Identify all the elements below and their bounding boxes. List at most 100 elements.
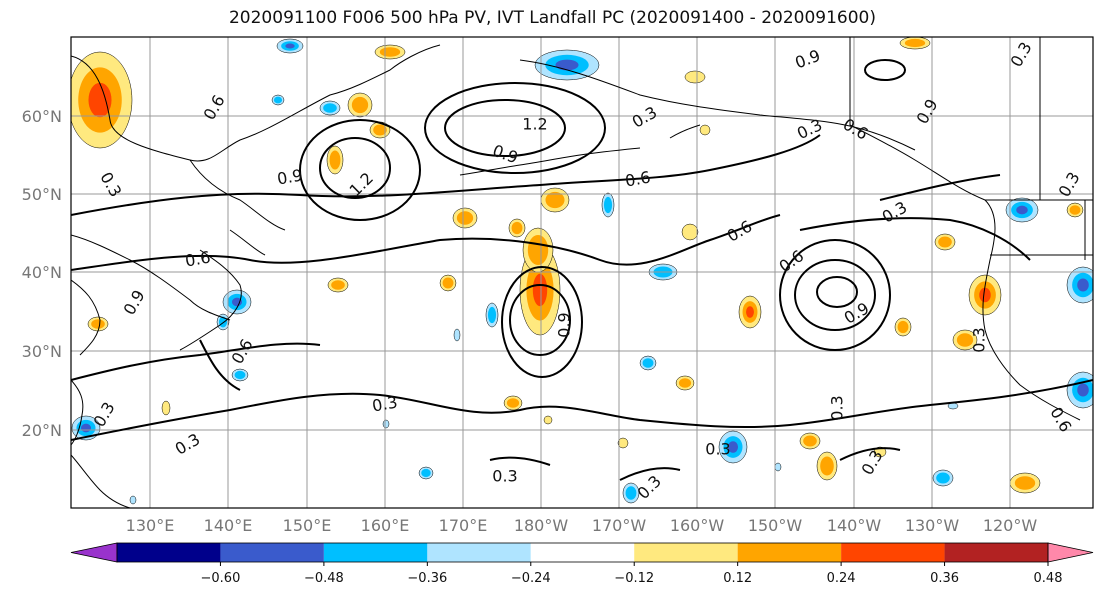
contour-label: 0.6 — [184, 247, 212, 270]
lon-tick-label: 130°E — [126, 516, 175, 535]
contour-label: 0.3 — [492, 467, 517, 486]
colorbar-tick-label: −0.60 — [201, 571, 241, 586]
colorbar-frame — [116, 542, 1049, 563]
lat-tick-label: 40°N — [22, 263, 62, 282]
negative-anomaly-shading — [603, 196, 613, 214]
negative-anomaly-shading — [727, 441, 739, 453]
positive-anomaly-shading — [897, 320, 909, 334]
positive-anomaly-shading — [329, 150, 341, 170]
contour-label: 1.2 — [522, 115, 547, 134]
map-frame — [70, 36, 1094, 509]
contour-label: 0.3 — [705, 440, 730, 459]
latitude-labels: 60°N 50°N 40°N 30°N 20°N — [22, 107, 62, 440]
lon-tick-label: 180°W — [514, 516, 569, 535]
colorbar-tick-label: −0.36 — [407, 571, 447, 586]
negative-anomaly-shading — [625, 486, 637, 500]
lon-tick-label: 170°W — [592, 516, 647, 535]
colorbar-segment — [117, 543, 221, 562]
negative-anomaly-shading — [453, 328, 461, 342]
positive-anomaly-shading — [681, 223, 699, 241]
positive-anomaly-shading — [331, 280, 345, 290]
positive-anomaly-shading — [956, 333, 974, 347]
negative-anomaly-shading — [936, 472, 950, 484]
lat-tick-label: 60°N — [22, 107, 62, 126]
positive-anomaly-shading — [506, 398, 520, 408]
gridlines — [71, 37, 1093, 508]
negative-anomaly-shading — [421, 468, 431, 478]
lat-tick-label: 50°N — [22, 185, 62, 204]
longitude-labels: 130°E 140°E 150°E 160°E 170°E 180°W 170°W 160°W… — [126, 516, 1038, 535]
positive-anomaly-shading — [511, 221, 523, 235]
colorbar-segment — [530, 543, 635, 562]
positive-anomaly-shading — [373, 124, 387, 136]
positive-anomaly-shading — [617, 437, 629, 449]
contour-label: 0.6 — [624, 167, 652, 190]
colorbar: −0.60 −0.48 −0.36 −0.24 −0.12 0.12 0.24 0.36 0.4… — [70, 542, 1094, 586]
positive-anomaly-shading — [1014, 476, 1036, 490]
positive-anomaly-shading — [456, 211, 474, 225]
contour-label: 0.3 — [828, 395, 847, 420]
contour-label: 0.3 — [371, 392, 399, 415]
positive-anomaly-shading — [938, 236, 952, 248]
positive-anomaly-shading — [532, 273, 548, 307]
positive-anomaly-shading — [678, 378, 692, 388]
pv-contours — [71, 59, 1093, 481]
positive-anomaly-shading — [351, 96, 369, 114]
positive-anomaly-shading — [379, 47, 401, 57]
positive-anomaly-shading — [543, 415, 553, 425]
colorbar-segment — [944, 543, 1048, 562]
negative-anomaly-shading — [1077, 383, 1089, 397]
negative-anomaly-shading — [231, 297, 243, 307]
positive-anomaly-shading — [161, 400, 171, 416]
colorbar-extend-low — [70, 542, 118, 563]
positive-anomaly-shading — [820, 456, 834, 476]
negative-anomaly-shading — [234, 370, 246, 380]
negative-anomaly-shading — [382, 419, 390, 429]
lon-tick-label: 140°W — [827, 516, 882, 535]
lat-tick-label: 30°N — [22, 342, 62, 361]
positive-anomaly-shading — [746, 306, 754, 318]
lon-tick-label: 120°W — [983, 516, 1038, 535]
positive-anomaly-shading — [684, 70, 706, 84]
shaded-field — [71, 37, 1093, 505]
colorbar-segment — [737, 543, 842, 562]
figure-title: 2020091100 F006 500 hPa PV, IVT Landfall… — [228, 8, 876, 28]
colorbar-extend-high — [1047, 542, 1094, 563]
colorbar-segment — [634, 543, 738, 562]
colorbar-tick-label: 0.12 — [723, 571, 752, 586]
negative-anomaly-shading — [555, 59, 579, 71]
lon-tick-label: 170°E — [439, 516, 488, 535]
positive-anomaly-shading — [442, 277, 454, 289]
negative-anomaly-shading — [80, 423, 92, 433]
colorbar-segment — [323, 543, 428, 562]
positive-anomaly-shading — [527, 235, 549, 265]
negative-anomaly-shading — [273, 96, 283, 104]
negative-anomaly-shading — [774, 462, 782, 472]
negative-anomaly-shading — [285, 43, 295, 49]
lon-tick-label: 160°E — [361, 516, 410, 535]
positive-anomaly-shading — [88, 82, 112, 118]
positive-anomaly-shading — [979, 287, 991, 303]
contour-label: 0.9 — [555, 312, 574, 337]
lon-tick-label: 150°E — [283, 516, 332, 535]
contour-label: 0.9 — [276, 165, 304, 188]
contour-label: 0.3 — [970, 327, 989, 352]
colorbar-tick-label: −0.12 — [614, 571, 654, 586]
colorbar-segment — [220, 543, 324, 562]
positive-anomaly-shading — [904, 38, 926, 48]
negative-anomaly-shading — [1077, 278, 1089, 292]
colorbar-tick-label: −0.24 — [511, 571, 551, 586]
positive-anomaly-shading — [1069, 205, 1081, 215]
colorbar-tick-label: 0.48 — [1034, 571, 1063, 586]
lon-tick-label: 160°W — [670, 516, 725, 535]
positive-anomaly-shading — [545, 191, 565, 209]
lat-tick-label: 20°N — [22, 421, 62, 440]
colorbar-tick-label: 0.36 — [930, 571, 959, 586]
positive-anomaly-shading — [803, 435, 817, 447]
negative-anomaly-shading — [129, 495, 137, 505]
positive-anomaly-shading — [699, 124, 711, 136]
negative-anomaly-shading — [487, 306, 497, 324]
coastlines — [71, 37, 1093, 508]
